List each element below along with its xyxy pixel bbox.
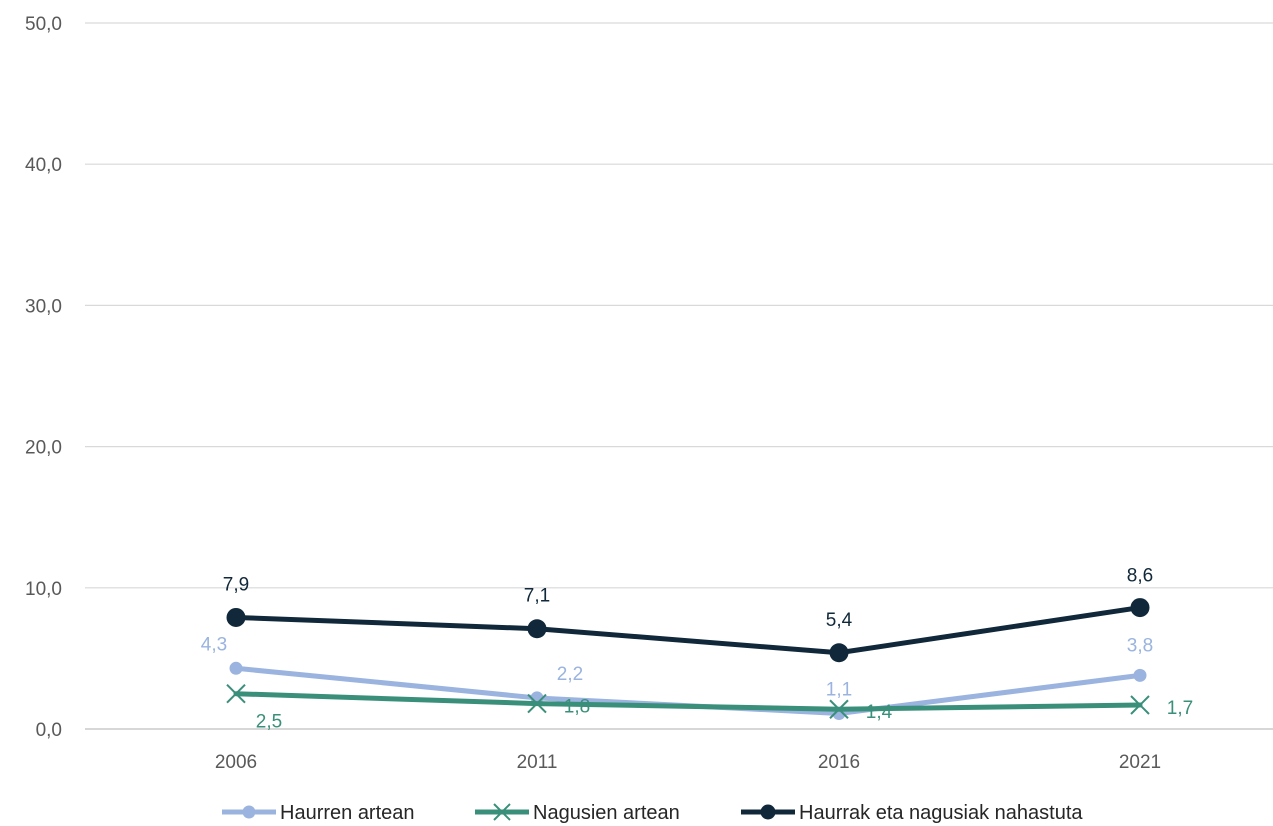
data-labels: 4,3 2,2 1,1 3,8 2,5 1,8 1,4 1,7 7,9 7,1 5,4 8,6 <box>201 566 1193 733</box>
x-tick-label: 2016 <box>818 752 860 773</box>
x-marker <box>527 693 547 714</box>
data-label: 1,4 <box>866 702 893 723</box>
data-label: 4,3 <box>201 634 227 655</box>
y-axis-tick-labels: 0,0 10,0 20,0 30,0 40,0 50,0 <box>25 14 62 741</box>
legend-x-marker <box>493 803 511 821</box>
data-label: 1,7 <box>1167 698 1193 719</box>
point-marker <box>226 607 246 627</box>
legend-label: Haurrak eta nagusiak nahastuta <box>799 802 1083 824</box>
data-label: 5,4 <box>826 610 853 631</box>
data-label: 2,5 <box>256 712 282 733</box>
x-marker <box>1130 695 1150 715</box>
data-label: 3,8 <box>1127 635 1153 656</box>
legend-item: Haurren artean <box>222 802 415 824</box>
gridlines <box>85 22 1273 730</box>
series-group <box>226 598 1150 720</box>
series-haurrak-eta-nagusiak-line <box>233 605 1143 656</box>
data-label: 7,1 <box>524 586 550 607</box>
point-marker <box>527 619 547 639</box>
x-marker-stroke <box>527 693 547 714</box>
y-tick-label: 40,0 <box>25 155 62 176</box>
data-label: 7,9 <box>223 574 249 595</box>
y-tick-label: 30,0 <box>25 296 62 317</box>
x-marker-stroke <box>1130 695 1150 715</box>
x-marker-stroke <box>226 683 246 704</box>
point-marker <box>829 643 849 663</box>
legend-label: Haurren artean <box>280 802 415 824</box>
data-label: 1,1 <box>826 679 852 700</box>
y-tick-label: 0,0 <box>36 720 62 741</box>
y-tick-label: 20,0 <box>25 438 62 459</box>
legend-marker <box>760 804 776 820</box>
x-marker <box>226 683 246 704</box>
x-axis-tick-labels: 2006 2011 2016 2021 <box>215 752 1161 773</box>
y-tick-label: 50,0 <box>25 14 62 35</box>
x-tick-label: 2011 <box>517 752 558 773</box>
point-marker <box>1133 668 1147 682</box>
x-marker <box>829 699 849 719</box>
legend: Haurren artean Nagusien artean Haurrak eta… <box>222 802 1083 824</box>
legend-item: Nagusien artean <box>475 802 680 824</box>
legend-marker <box>242 805 256 819</box>
x-marker-stroke <box>829 699 849 719</box>
x-tick-label: 2021 <box>1119 752 1161 773</box>
data-label: 1,8 <box>564 697 590 718</box>
point-marker <box>1130 598 1150 618</box>
legend-label: Nagusien artean <box>533 802 680 824</box>
series-nagusien-artean-line <box>233 691 1143 712</box>
data-label: 2,2 <box>557 664 583 685</box>
legend-item: Haurrak eta nagusiak nahastuta <box>741 802 1083 824</box>
data-label: 8,6 <box>1127 566 1153 587</box>
point-marker <box>229 661 243 675</box>
y-tick-label: 10,0 <box>25 579 62 600</box>
x-tick-label: 2006 <box>215 752 257 773</box>
